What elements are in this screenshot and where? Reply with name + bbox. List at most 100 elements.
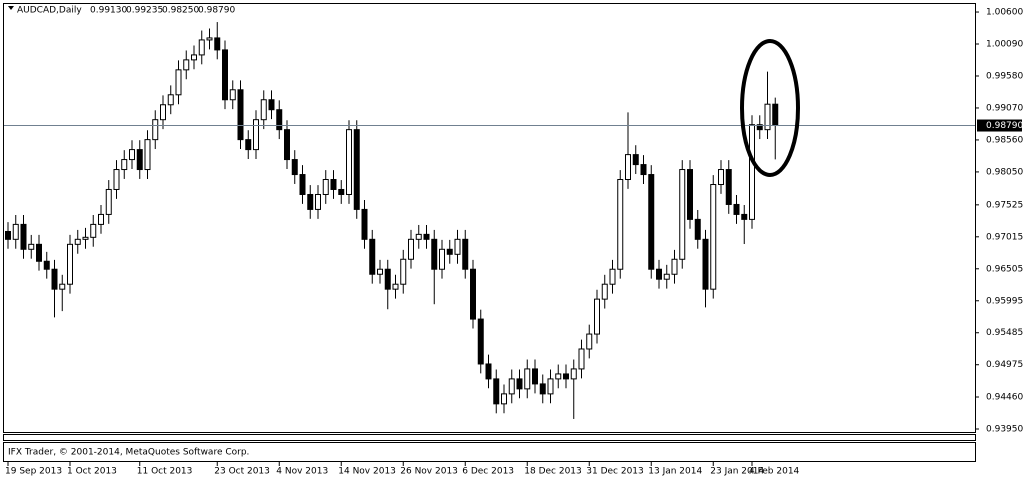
x-tick-label: 4 Feb 2014 bbox=[749, 467, 800, 477]
y-tick-label: 0.99070 bbox=[986, 103, 1023, 113]
candle-body bbox=[477, 318, 484, 365]
x-tick-label: 23 Jan 2014 bbox=[710, 467, 764, 477]
candle-body bbox=[764, 103, 771, 131]
current-price-label: 0.98790 bbox=[986, 121, 1023, 131]
candle-body bbox=[167, 94, 174, 106]
y-tick-label: 0.96505 bbox=[986, 264, 1023, 274]
candle-body bbox=[578, 348, 585, 370]
candle-body bbox=[431, 238, 438, 270]
candle-body bbox=[749, 124, 755, 220]
candle-body bbox=[725, 169, 732, 205]
candle-body bbox=[5, 230, 11, 240]
candle-body bbox=[245, 139, 252, 151]
candle-body bbox=[539, 383, 546, 395]
candle-body bbox=[702, 238, 709, 290]
candle-body bbox=[384, 268, 391, 290]
candle-body bbox=[136, 149, 143, 171]
candle-body bbox=[291, 159, 298, 176]
y-tick-label: 0.94975 bbox=[986, 360, 1023, 370]
candle-body bbox=[113, 169, 120, 190]
y-tick-label: 0.97015 bbox=[986, 232, 1023, 242]
candle-body bbox=[640, 164, 647, 176]
candle-body bbox=[369, 238, 376, 275]
candle-body bbox=[446, 248, 453, 255]
candle-body bbox=[43, 260, 50, 270]
candle-body bbox=[563, 373, 569, 380]
candle-body bbox=[129, 149, 135, 161]
highlight-circle bbox=[740, 39, 800, 177]
candle-body bbox=[214, 37, 221, 51]
candle-body bbox=[121, 159, 128, 171]
candle-body bbox=[353, 129, 360, 210]
candle-body bbox=[470, 268, 476, 320]
candle-body bbox=[229, 89, 236, 101]
candle-body bbox=[454, 238, 461, 255]
candle-body bbox=[222, 49, 228, 101]
x-tick-label: 26 Nov 2013 bbox=[400, 467, 458, 477]
candle-body bbox=[663, 273, 670, 280]
x-tick-label: 6 Dec 2013 bbox=[462, 467, 514, 477]
candle-body bbox=[648, 174, 655, 270]
candle-body bbox=[718, 169, 724, 186]
x-tick-label: 14 Nov 2013 bbox=[338, 467, 396, 477]
candle-body bbox=[555, 373, 562, 380]
candle-body bbox=[679, 169, 686, 260]
candle-body bbox=[609, 268, 616, 285]
candle-body bbox=[330, 179, 337, 190]
candle-body bbox=[687, 169, 693, 220]
y-tick-label: 0.98050 bbox=[986, 167, 1023, 177]
candle-body bbox=[98, 213, 104, 225]
candle-body bbox=[67, 243, 73, 285]
y-tick-label: 1.00600 bbox=[986, 8, 1023, 18]
copyright: IFX Trader, © 2001-2014, MetaQuotes Soft… bbox=[8, 448, 249, 458]
candle-body bbox=[532, 368, 538, 385]
candle-body bbox=[237, 89, 244, 141]
candle-body bbox=[493, 378, 500, 405]
candle-body bbox=[338, 188, 345, 195]
indicator-panel bbox=[3, 434, 976, 441]
candle-body bbox=[284, 129, 290, 161]
y-tick-label: 0.98560 bbox=[986, 135, 1023, 145]
y-tick-label: 0.95485 bbox=[986, 328, 1023, 338]
header-close: 0.98790 bbox=[198, 6, 235, 16]
candle-body bbox=[594, 298, 600, 335]
candle-body bbox=[710, 184, 717, 290]
candle-body bbox=[191, 54, 197, 61]
y-tick-label: 1.00090 bbox=[986, 40, 1023, 50]
candle-body bbox=[516, 378, 523, 390]
candle-body bbox=[501, 393, 507, 405]
header-open: 0.99130 bbox=[90, 6, 127, 16]
candle-body bbox=[90, 223, 97, 238]
candle-body bbox=[361, 208, 368, 240]
x-tick-label: 1 Oct 2013 bbox=[67, 467, 117, 477]
candle-body bbox=[299, 174, 306, 195]
y-tick-label: 0.94460 bbox=[986, 393, 1023, 403]
candle-body bbox=[733, 203, 740, 215]
candle-body bbox=[377, 268, 383, 275]
candle-body bbox=[671, 258, 678, 275]
candle-body bbox=[423, 233, 430, 240]
candle-body bbox=[105, 188, 112, 215]
candle-body bbox=[772, 103, 779, 127]
candle-body bbox=[152, 119, 159, 141]
candle-body bbox=[322, 179, 329, 195]
x-tick-label: 11 Oct 2013 bbox=[137, 467, 193, 477]
candle-body bbox=[315, 193, 321, 210]
candle-body bbox=[439, 248, 445, 270]
header-high: 0.99235 bbox=[126, 6, 163, 16]
candle-body bbox=[276, 109, 283, 131]
x-tick-label: 23 Oct 2013 bbox=[214, 467, 270, 477]
candle-body bbox=[400, 258, 407, 285]
candle-body bbox=[198, 39, 205, 56]
candle-body bbox=[74, 238, 81, 245]
current-price-box bbox=[977, 119, 1022, 132]
collapse-icon bbox=[8, 6, 14, 10]
plot-frame bbox=[3, 3, 976, 433]
candle-body bbox=[160, 104, 166, 121]
x-tick-label: 19 Sep 2013 bbox=[5, 467, 62, 477]
candle-body bbox=[260, 99, 267, 121]
candle-body bbox=[462, 238, 469, 270]
x-tick-label: 13 Jan 2014 bbox=[648, 467, 702, 477]
candle-body bbox=[268, 99, 275, 111]
